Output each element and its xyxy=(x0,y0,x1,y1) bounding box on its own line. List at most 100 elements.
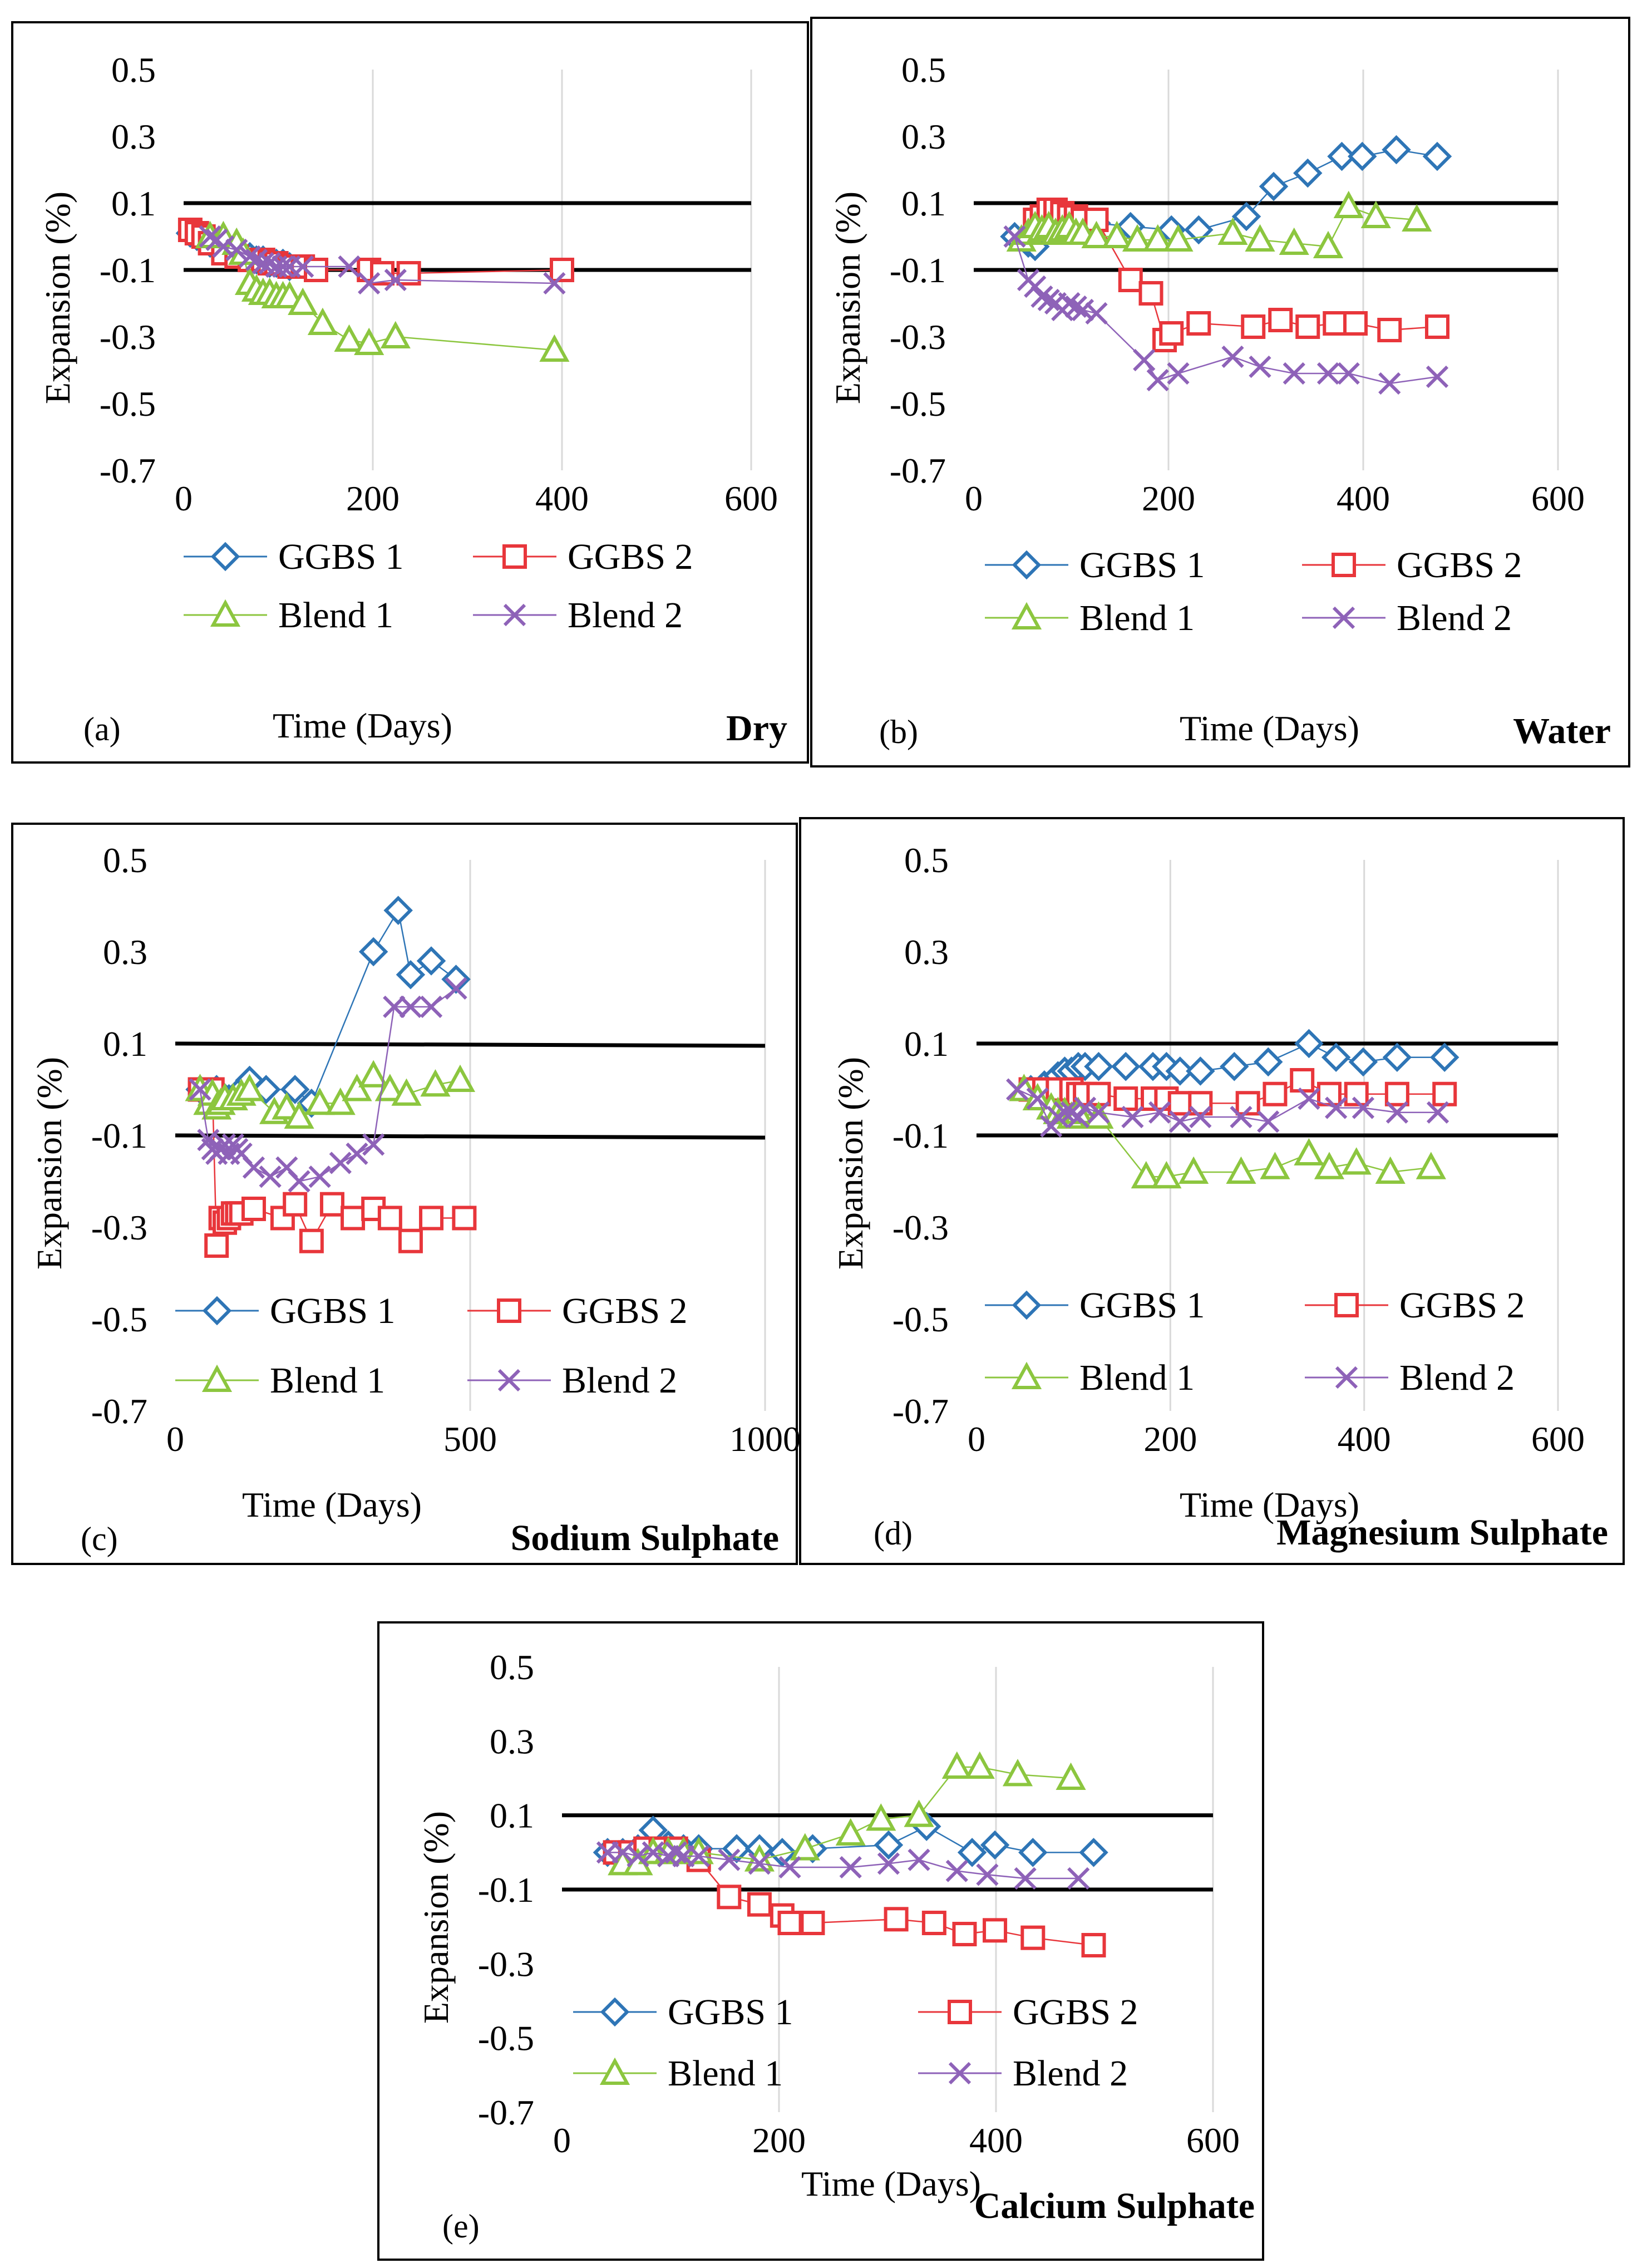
y-tick-label: -0.7 xyxy=(890,451,946,490)
legend-item: GGBS 1 xyxy=(985,545,1205,586)
data-point xyxy=(288,287,318,315)
y-tick-label: 0.3 xyxy=(904,932,949,972)
legend-item: GGBS 1 xyxy=(184,537,404,577)
legend-label: GGBS 2 xyxy=(562,1291,688,1331)
data-point xyxy=(329,1152,352,1174)
legend-marker xyxy=(497,1369,521,1392)
data-point xyxy=(234,1074,265,1101)
data-point xyxy=(445,1064,476,1092)
data-point xyxy=(420,995,443,1019)
data-point xyxy=(1085,302,1108,325)
data-point xyxy=(1168,1110,1191,1133)
data-point xyxy=(550,258,574,282)
y-tick-label: -0.3 xyxy=(893,1208,949,1247)
data-point xyxy=(777,1911,802,1935)
x-tick-label: 600 xyxy=(1186,2121,1240,2160)
x-tick-label: 0 xyxy=(553,2121,571,2160)
data-point xyxy=(1378,372,1401,395)
data-point xyxy=(391,1078,422,1106)
y-tick-label: -0.5 xyxy=(890,384,946,424)
data-point xyxy=(338,255,361,278)
series-triangle xyxy=(185,1060,476,1129)
chart-panel-2: 0 200 400 600 0.5 0.3 0.1 -0.1 -0.3 -0.5 -0.7 Expan… xyxy=(810,17,1630,768)
y-tick-label: -0.7 xyxy=(893,1391,949,1431)
chart-panel-3: 0 500 1000 0.5 0.3 0.1 -0.1 -0.3 -0.5 -0.7 Expansi… xyxy=(11,823,801,1565)
data-point xyxy=(1382,135,1411,165)
data-point xyxy=(241,1197,266,1221)
data-point xyxy=(687,1844,710,1868)
y-tick-label: -0.3 xyxy=(100,317,156,357)
data-point xyxy=(1432,1081,1457,1106)
legend-marker xyxy=(1011,1361,1042,1389)
data-point xyxy=(1377,318,1402,342)
data-point xyxy=(1220,1052,1249,1081)
data-point xyxy=(1113,1086,1138,1111)
data-point xyxy=(1081,220,1112,248)
data-point xyxy=(1375,1156,1406,1184)
data-point xyxy=(1352,1096,1375,1119)
data-point xyxy=(1151,1161,1182,1189)
legend-label: GGBS 1 xyxy=(1079,1285,1205,1326)
data-point xyxy=(1294,1029,1324,1059)
series-cross xyxy=(1003,225,1449,395)
data-point xyxy=(941,1751,972,1779)
data-point xyxy=(543,272,566,295)
data-point xyxy=(398,1228,423,1253)
data-point xyxy=(1321,1042,1351,1072)
legend-marker xyxy=(948,2000,972,2024)
data-point xyxy=(1290,1068,1315,1093)
legend-item: Blend 1 xyxy=(985,1357,1195,1398)
legend-label: Blend 2 xyxy=(1399,1357,1515,1398)
x-tick-label: 0 xyxy=(968,1419,985,1459)
data-point xyxy=(1037,288,1060,312)
x-tick-label: 200 xyxy=(752,2121,806,2160)
data-point xyxy=(1018,1838,1048,1867)
data-point xyxy=(1337,362,1360,385)
y-tick-label: -0.7 xyxy=(91,1391,147,1431)
x-axis-label: Time (Days) xyxy=(1180,709,1359,748)
data-point xyxy=(1121,1105,1144,1129)
legend-item: Blend 2 xyxy=(1302,598,1512,638)
panel-border xyxy=(377,1621,1264,2261)
data-point xyxy=(1279,227,1309,255)
legend-item: GGBS 2 xyxy=(1302,545,1522,586)
panel-border xyxy=(11,823,798,1565)
data-point xyxy=(1030,285,1053,308)
data-point xyxy=(1293,158,1323,188)
legend-item: GGBS 2 xyxy=(1305,1285,1525,1326)
data-point xyxy=(383,896,413,925)
data-point xyxy=(539,334,570,362)
data-point xyxy=(718,1848,741,1871)
data-point xyxy=(1056,1762,1086,1790)
data-point xyxy=(1167,1091,1192,1116)
legend-label: GGBS 1 xyxy=(1079,545,1205,586)
x-axis-label: Time (Days) xyxy=(273,706,452,745)
data-point xyxy=(354,327,384,355)
legend-label: Blend 2 xyxy=(568,595,683,636)
data-point xyxy=(778,1856,801,1879)
y-tick-label: -0.3 xyxy=(478,1944,534,1984)
data-point xyxy=(374,1074,405,1101)
data-point xyxy=(1360,200,1391,228)
data-point xyxy=(1426,365,1449,388)
data-point xyxy=(1316,362,1340,385)
data-point xyxy=(1163,224,1194,252)
data-point xyxy=(1067,1867,1090,1890)
x-tick-label: 200 xyxy=(1142,479,1195,518)
series-triangle xyxy=(1006,190,1432,258)
data-point xyxy=(884,1907,909,1932)
data-point xyxy=(1325,1096,1348,1119)
y-tick-label: 0.1 xyxy=(901,184,946,223)
x-tick-label: 600 xyxy=(1531,479,1585,518)
data-point xyxy=(1079,1838,1108,1867)
data-point xyxy=(1295,314,1320,339)
legend-label: Blend 1 xyxy=(1079,598,1195,638)
data-point xyxy=(1429,1042,1459,1072)
y-tick-label: 0.1 xyxy=(490,1796,534,1836)
data-point xyxy=(983,1918,1008,1943)
data-point xyxy=(1313,230,1344,258)
data-point xyxy=(1179,1156,1209,1184)
y-axis-label: Expansion (%) xyxy=(416,1811,456,2024)
data-point xyxy=(800,1911,825,1935)
legend-marker xyxy=(948,2062,972,2085)
